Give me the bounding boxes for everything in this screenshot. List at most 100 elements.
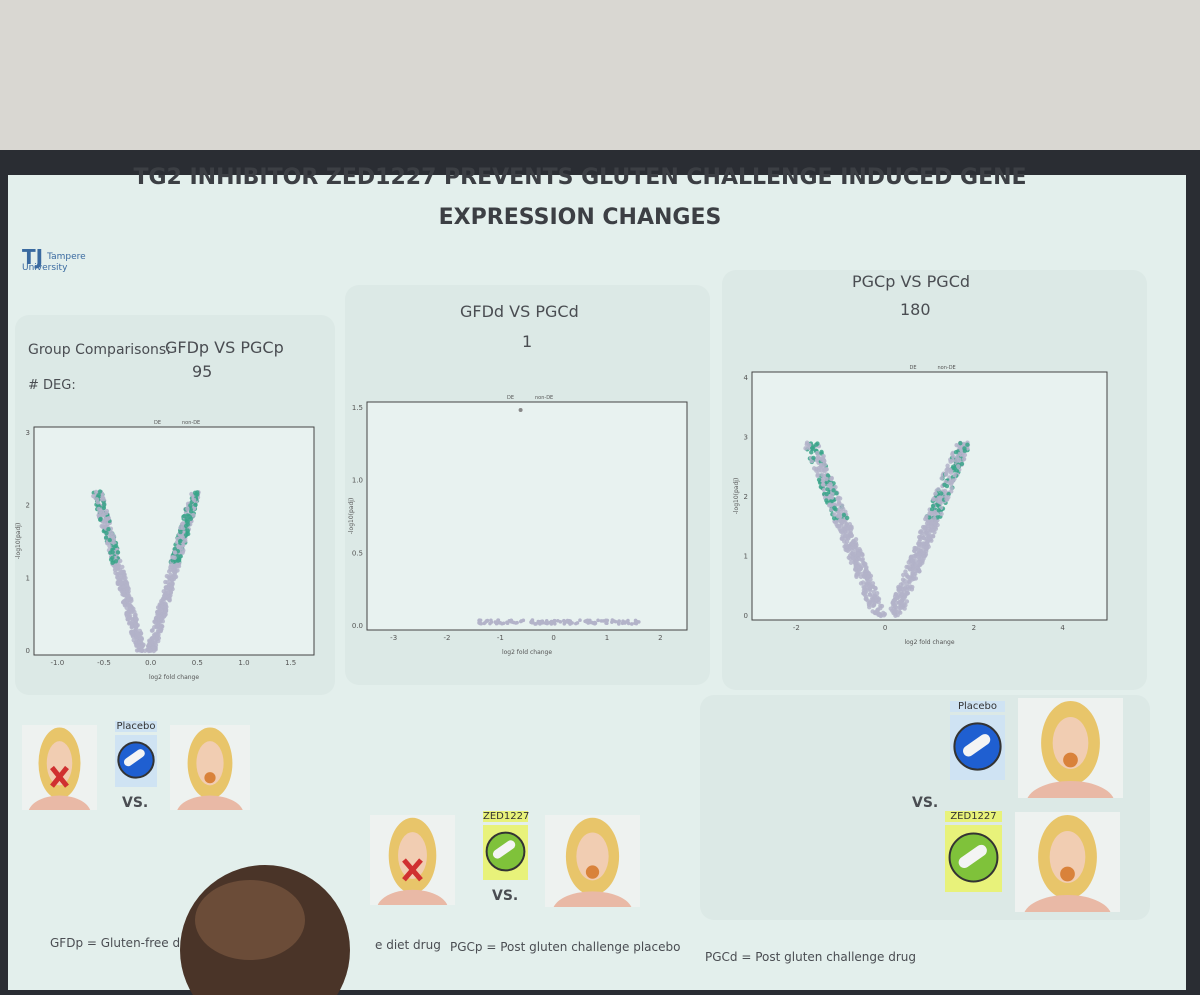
decorative-dot bbox=[191, 512, 196, 518]
decorative-dot bbox=[98, 516, 103, 522]
slide-title: TG2 INHIBITOR ZED1227 PREVENTS GLUTEN CH… bbox=[133, 165, 1027, 230]
person-image bbox=[1015, 812, 1120, 912]
cookie bbox=[204, 772, 216, 784]
decorative-dot bbox=[957, 457, 962, 462]
decorative-dot bbox=[837, 501, 842, 506]
decorative-dot bbox=[140, 644, 145, 649]
shoulders bbox=[377, 889, 448, 905]
cross bbox=[50, 765, 69, 788]
x-tick-label: 2 bbox=[658, 634, 662, 642]
decorative-dot bbox=[821, 487, 827, 493]
decorative-dot bbox=[529, 619, 534, 623]
decorative-dot bbox=[961, 456, 967, 462]
decorative-dot bbox=[848, 545, 854, 550]
x-tick-label: 0 bbox=[883, 624, 887, 632]
decorative-dot bbox=[921, 541, 927, 547]
decorative-dot bbox=[178, 538, 183, 544]
x-tick-label: 1.0 bbox=[238, 659, 249, 667]
decorative-dot bbox=[844, 515, 850, 521]
y-tick-label: 0.0 bbox=[352, 622, 363, 630]
shoulders bbox=[1024, 895, 1111, 912]
decorative-dot bbox=[849, 541, 854, 546]
decorative-dot bbox=[935, 498, 941, 504]
decorative-dot bbox=[925, 542, 930, 547]
shoulders bbox=[553, 891, 632, 907]
x-tick-label: -0.5 bbox=[97, 659, 111, 667]
decorative-dot bbox=[900, 581, 906, 586]
x-tick-label: 4 bbox=[1060, 624, 1065, 632]
decorative-dot bbox=[549, 619, 554, 624]
decorative-dot bbox=[159, 600, 164, 605]
decorative-dot bbox=[103, 535, 109, 540]
decorative-dot bbox=[901, 572, 906, 578]
decorative-dot bbox=[591, 621, 595, 625]
decorative-dot bbox=[181, 548, 186, 553]
decorative-dot bbox=[105, 541, 110, 546]
cross bbox=[402, 858, 423, 882]
decorative-dot bbox=[172, 555, 177, 560]
decorative-dot bbox=[831, 488, 836, 493]
decorative-dot bbox=[178, 529, 183, 535]
legend-item: DE bbox=[910, 365, 917, 371]
pill-icon bbox=[115, 735, 157, 787]
decorative-dot bbox=[846, 536, 851, 541]
decorative-dot bbox=[837, 506, 842, 512]
decorative-dot bbox=[846, 555, 852, 560]
volcano-plot: DE non-DE -3 -2 -1 0 1 2 0.0 0.5 1.0 1.5 log2 fold c… bbox=[348, 395, 688, 656]
decorative-dot bbox=[929, 510, 934, 516]
plot-area bbox=[366, 401, 688, 631]
decorative-dot bbox=[873, 586, 878, 591]
decorative-dot bbox=[945, 463, 950, 468]
y-tick-label: 4 bbox=[744, 374, 749, 382]
pill-label: Placebo bbox=[115, 721, 157, 732]
decorative-dot bbox=[950, 451, 955, 457]
decorative-dot bbox=[930, 503, 936, 509]
deg-label: # DEG: bbox=[28, 378, 76, 393]
decorative-dot bbox=[110, 549, 115, 555]
decorative-dot bbox=[479, 621, 483, 626]
y-tick-label: 3 bbox=[744, 434, 748, 442]
logo: TJ Tampere University bbox=[22, 247, 92, 274]
decorative-dot bbox=[583, 619, 587, 624]
decorative-dot bbox=[537, 620, 541, 624]
decorative-dot bbox=[178, 554, 183, 559]
face bbox=[1049, 831, 1086, 883]
decorative-dot bbox=[917, 559, 922, 565]
decorative-dot bbox=[629, 622, 634, 626]
capsule bbox=[124, 749, 145, 767]
vs-label: VS. bbox=[492, 888, 519, 904]
decorative-dot bbox=[147, 648, 153, 653]
decorative-dot bbox=[843, 533, 849, 538]
decorative-dot bbox=[121, 575, 127, 581]
decorative-dot bbox=[939, 491, 944, 496]
decorative-dot bbox=[617, 622, 621, 626]
decorative-dot bbox=[835, 514, 841, 519]
decorative-dot bbox=[626, 621, 631, 626]
decorative-dot bbox=[172, 546, 178, 552]
decorative-dot bbox=[118, 558, 123, 564]
decorative-dot bbox=[496, 618, 501, 623]
decorative-dot bbox=[922, 526, 927, 531]
decorative-dot bbox=[477, 618, 481, 623]
decorative-dot bbox=[864, 597, 869, 602]
decorative-dot bbox=[835, 496, 840, 501]
x-axis-label: log2 fold change bbox=[904, 639, 954, 646]
decorative-dot bbox=[844, 522, 849, 527]
decorative-dot bbox=[121, 600, 126, 605]
decorative-dot bbox=[917, 529, 923, 535]
decorative-dot bbox=[892, 603, 898, 609]
decorative-dot bbox=[911, 566, 917, 571]
decorative-dot bbox=[152, 639, 158, 644]
shoulders bbox=[1027, 781, 1114, 798]
person-image bbox=[22, 725, 97, 810]
decorative-dot bbox=[905, 585, 911, 590]
decorative-dot bbox=[824, 476, 829, 482]
decorative-dot bbox=[867, 580, 872, 585]
decorative-dot bbox=[170, 568, 176, 573]
decorative-dot bbox=[952, 472, 957, 478]
y-tick-label: 0 bbox=[744, 612, 748, 620]
decorative-dot bbox=[634, 621, 639, 626]
decorative-dot bbox=[101, 505, 107, 511]
decorative-dot bbox=[893, 609, 898, 614]
x-axis-label: log2 fold change bbox=[149, 674, 199, 681]
